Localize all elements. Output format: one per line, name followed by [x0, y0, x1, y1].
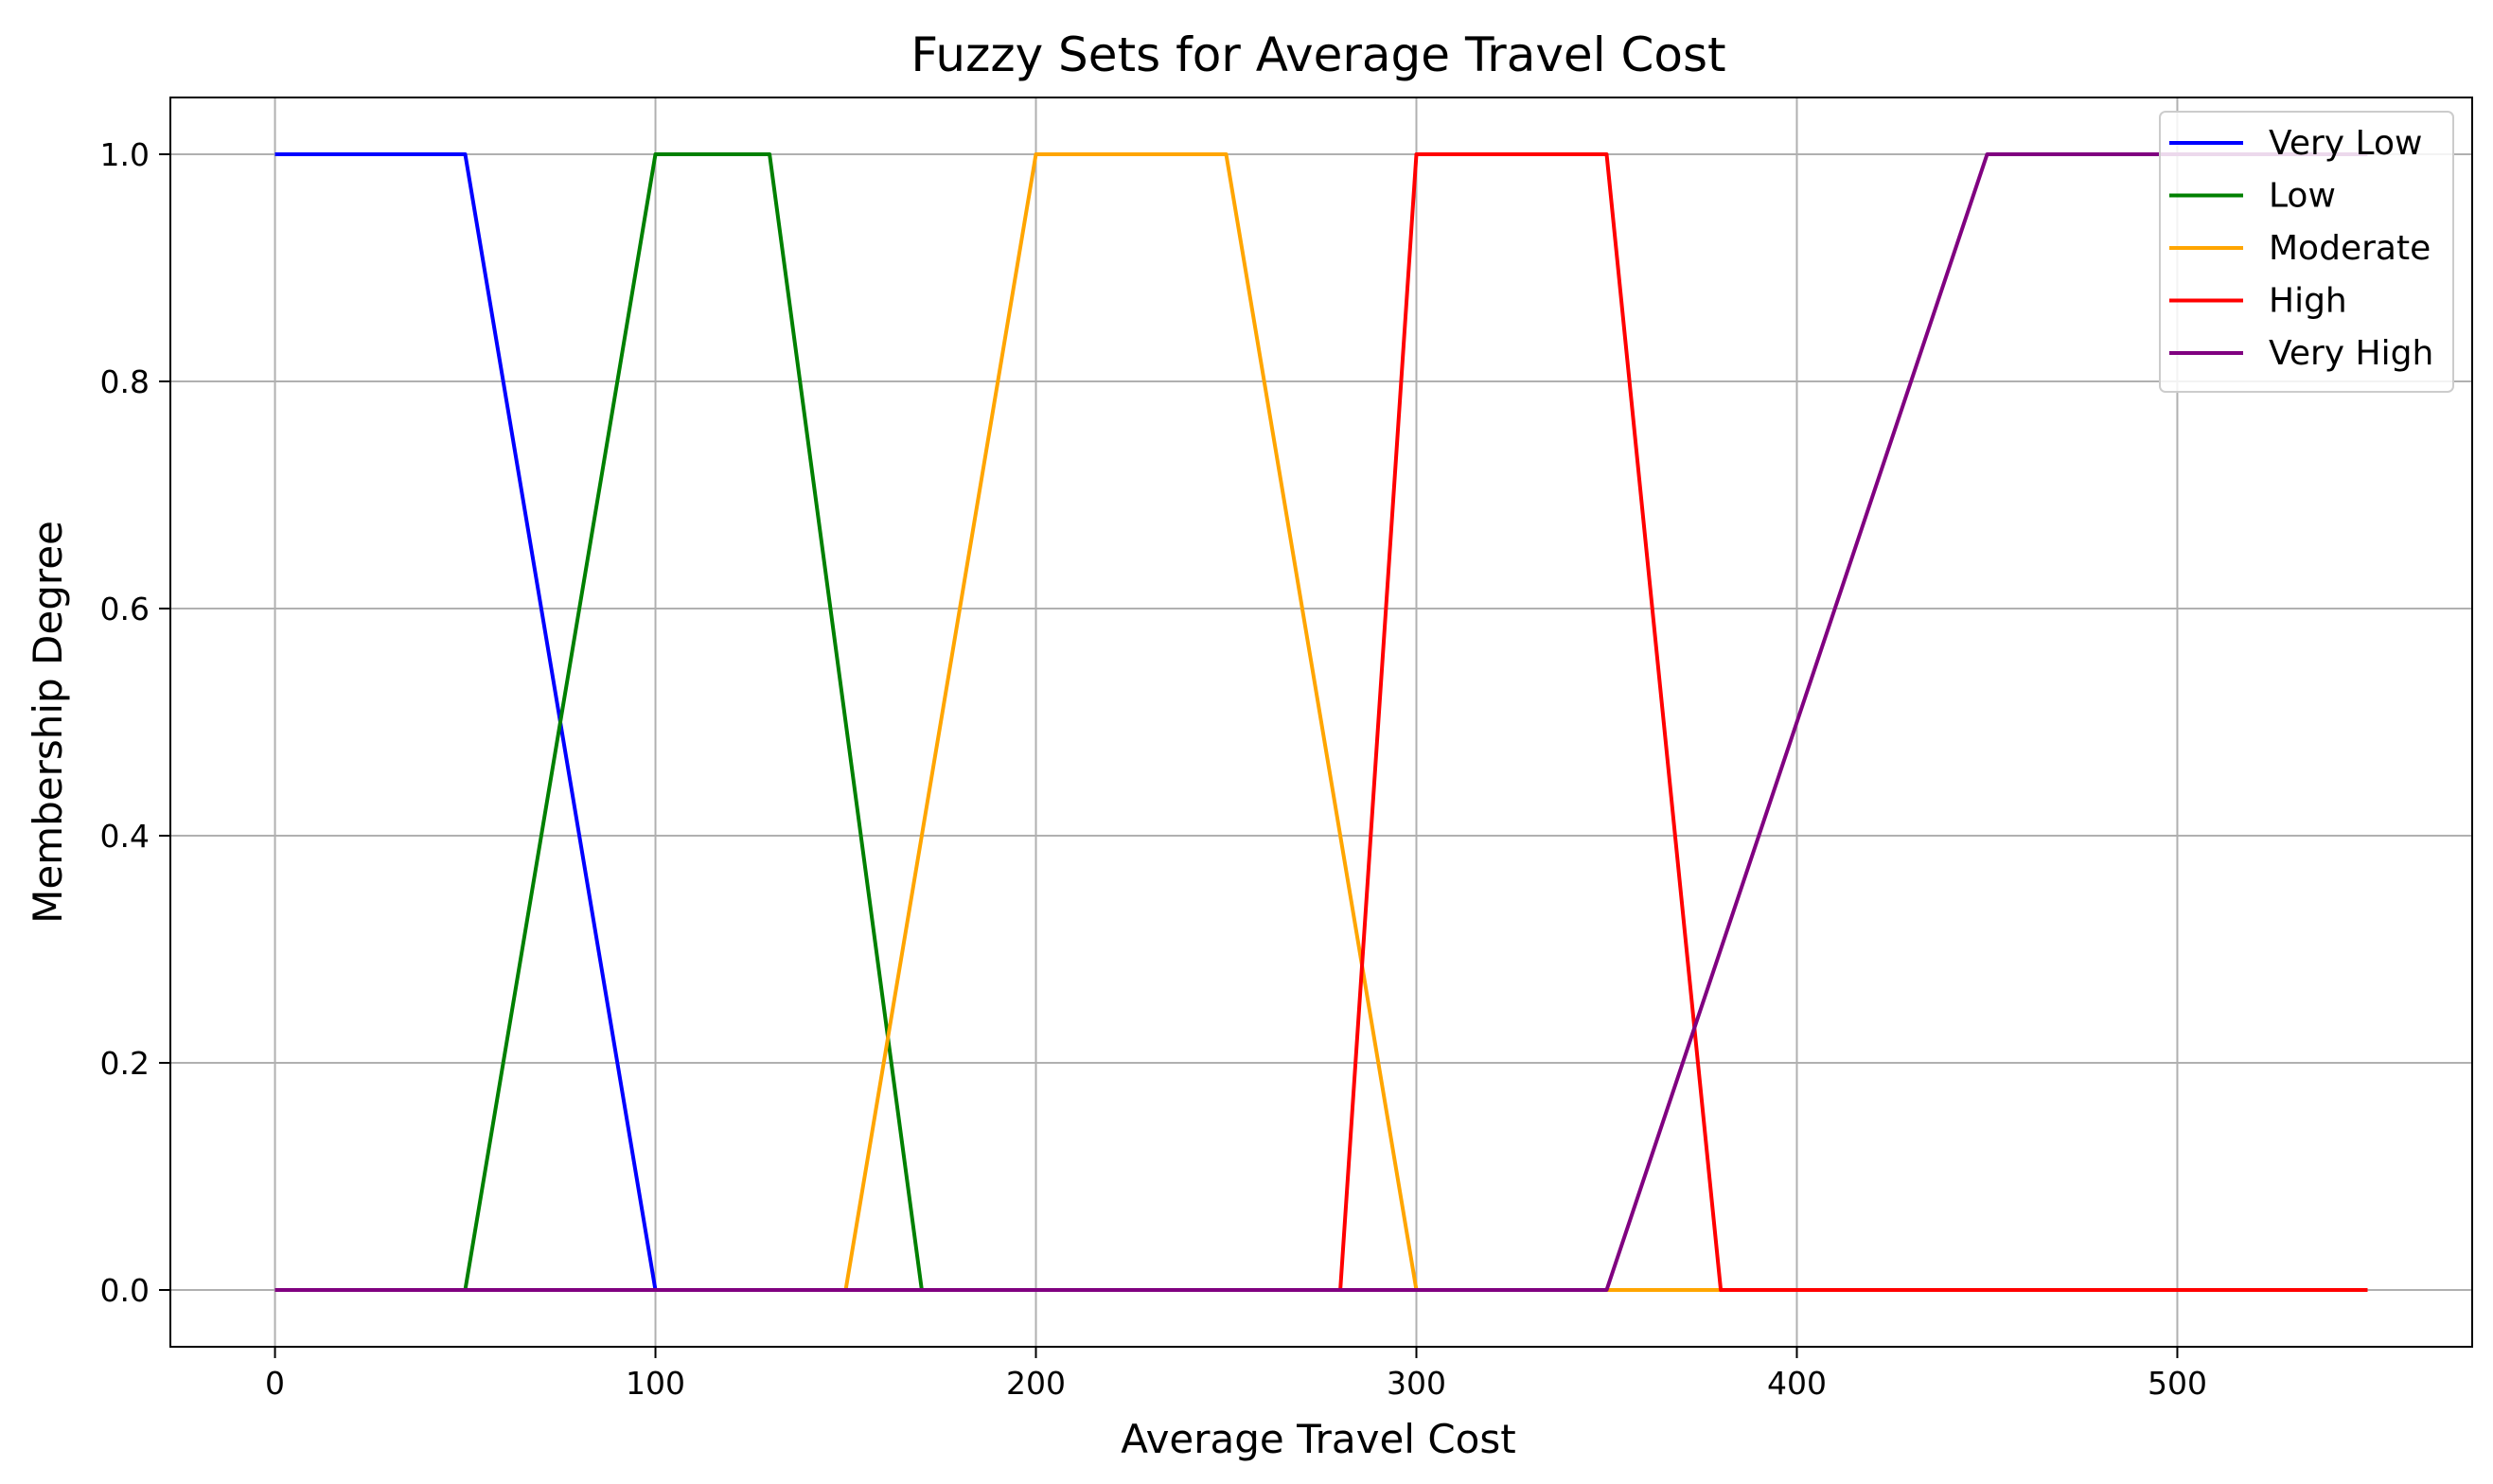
y-axis-label: Membership Degree — [25, 521, 71, 924]
series-line-moderate — [274, 152, 2368, 1292]
y-tick-label: 0.6 — [100, 591, 150, 627]
legend-label: High — [2269, 282, 2347, 321]
x-axis-ticks: 0 100 200 300 400 500 — [265, 1347, 2207, 1402]
y-tick-label: 0.2 — [100, 1045, 150, 1082]
x-axis-label: Average Travel Cost — [1121, 1416, 1515, 1462]
legend-label: Very High — [2269, 334, 2433, 373]
y-tick-label: 0.8 — [100, 363, 150, 400]
y-tick-label: 0.0 — [100, 1272, 150, 1309]
plot-frame — [169, 97, 2473, 1348]
legend-box — [2159, 111, 2454, 393]
y-tick-label: 1.0 — [100, 136, 150, 173]
x-tick-label: 500 — [2148, 1365, 2207, 1402]
y-tick-label: 0.4 — [100, 818, 150, 855]
y-axis-ticks: 0.0 0.2 0.4 0.6 0.8 1.0 — [100, 136, 170, 1309]
x-tick-label: 0 — [265, 1365, 285, 1402]
x-tick-label: 300 — [1387, 1365, 1446, 1402]
series-lines — [274, 152, 2368, 1292]
x-tick-label: 100 — [626, 1365, 685, 1402]
legend: Very Low Low Moderate High Very High — [2159, 111, 2454, 393]
legend-label: Very Low — [2269, 124, 2422, 163]
legend-label: Moderate — [2269, 229, 2431, 268]
legend-label: Low — [2269, 177, 2336, 216]
chart-title: Fuzzy Sets for Average Travel Cost — [911, 27, 1725, 82]
x-tick-label: 200 — [1006, 1365, 1066, 1402]
x-tick-label: 400 — [1767, 1365, 1827, 1402]
